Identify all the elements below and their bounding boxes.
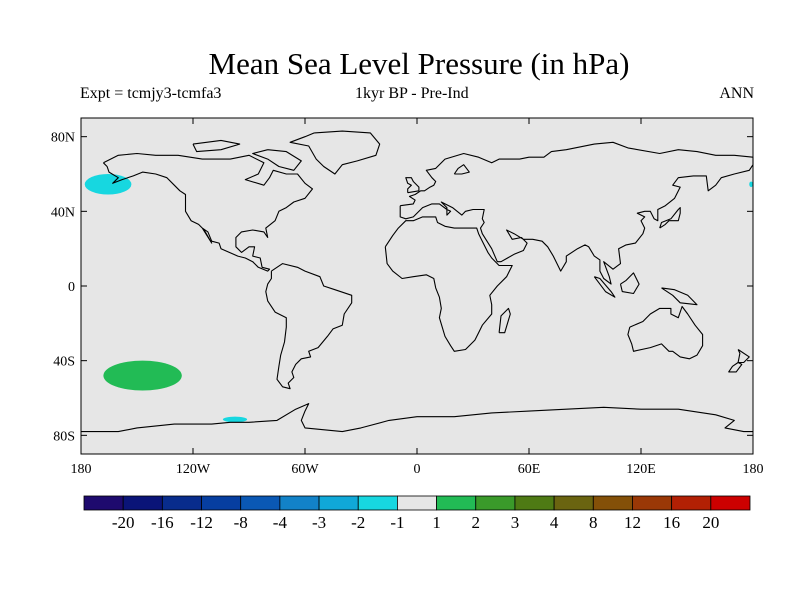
colorbar-label: 20 (702, 513, 719, 532)
coastline-australia (627, 305, 704, 360)
x-tick-label: 180 (71, 462, 92, 477)
colorbar-swatch (710, 495, 751, 511)
colorbar-label: -12 (190, 513, 213, 532)
colorbar-label: 12 (624, 513, 641, 532)
colorbar-label: -8 (234, 513, 248, 532)
coastline-scandinavia-gulf (453, 164, 470, 175)
map-axes: 80N 40N 0 40S 80S 180 120W 60W 0 60E 120E 180 (51, 118, 764, 477)
x-tick-label: 120W (176, 462, 211, 477)
experiment-label: Expt = tcmjy3-tcmfa3 (80, 85, 222, 102)
coastline-greenland (289, 130, 381, 175)
coastline-new-guinea (661, 287, 698, 306)
season-label: ANN (719, 85, 754, 102)
y-tick-label: 0 (68, 280, 75, 295)
coastline-antarctica (81, 403, 753, 433)
colorbar-swatch (357, 495, 398, 511)
map-background (81, 118, 753, 454)
period-label: 1kyr BP - Pre-Ind (355, 85, 469, 102)
coastline-arctic-islands (192, 139, 241, 153)
x-tick-label: 180 (743, 462, 764, 477)
coastline-sumatra (593, 276, 616, 298)
anomaly-region-bering-edge-negative (749, 181, 754, 188)
coastline-nz-south (728, 362, 743, 373)
anomaly-region-south-pacific-positive (103, 360, 182, 391)
y-tick-label: 40N (51, 205, 75, 220)
colorbar-swatch (318, 495, 359, 511)
coastline-uk (405, 177, 420, 194)
coastline-africa (384, 216, 513, 352)
x-tick-label: 60E (518, 462, 541, 477)
coastline-new-zealand (737, 349, 750, 364)
y-tick-label: 80N (51, 131, 75, 146)
colorbar-swatch (671, 495, 712, 511)
coastlines (81, 130, 754, 433)
colorbar-label: -2 (351, 513, 365, 532)
coastline-borneo (619, 272, 640, 295)
colorbar-swatch (161, 495, 202, 511)
colorbar-swatch (201, 495, 242, 511)
colorbar-label: 1 (432, 513, 441, 532)
colorbar-swatch (553, 495, 594, 511)
x-tick-label: 60W (291, 462, 319, 477)
colorbar-swatch (592, 495, 633, 511)
colorbar-label: -3 (312, 513, 326, 532)
coastline-south-america (265, 263, 353, 390)
coastline-baffin (252, 149, 302, 171)
colorbar-label: 4 (550, 513, 559, 532)
colorbar-label: 2 (472, 513, 481, 532)
coastline-japan (659, 207, 681, 229)
chart-title: Mean Sea Level Pressure (in hPa) (208, 46, 630, 81)
x-tick-label: 120E (626, 462, 656, 477)
colorbar-label: -4 (273, 513, 288, 532)
map-area (80, 117, 754, 455)
anomaly-shading (84, 174, 754, 423)
colorbar-label: 3 (511, 513, 520, 532)
colorbar-label: 8 (589, 513, 598, 532)
x-tick-label: 0 (414, 462, 421, 477)
y-tick-label: 80S (53, 429, 75, 444)
colorbar-swatch (83, 495, 124, 511)
colorbar-label: -16 (151, 513, 174, 532)
coastline-madagascar (498, 307, 511, 334)
y-tick-label: 40S (53, 355, 75, 370)
anomaly-region-north-pacific-negative (84, 174, 132, 195)
coastline-north-america (103, 152, 314, 272)
colorbar-swatch (397, 495, 437, 511)
colorbar-swatch (632, 495, 673, 511)
colorbar-label: 16 (663, 513, 680, 532)
colorbar-swatch (514, 495, 555, 511)
colorbar-swatch (240, 495, 281, 511)
colorbar-swatch (436, 495, 477, 511)
colorbar-swatch (475, 495, 516, 511)
colorbar-label: -20 (112, 513, 135, 532)
colorbar: -20 -16 -12 -8 -4 -3 -2 -1 1 2 3 4 8 12 16 20 (83, 495, 751, 532)
coastline-eurasia (399, 141, 754, 285)
colorbar-swatch (279, 495, 320, 511)
colorbar-swatch (122, 495, 163, 511)
colorbar-label: -1 (390, 513, 404, 532)
anomaly-region-antarctic-coast-negative (222, 416, 248, 423)
